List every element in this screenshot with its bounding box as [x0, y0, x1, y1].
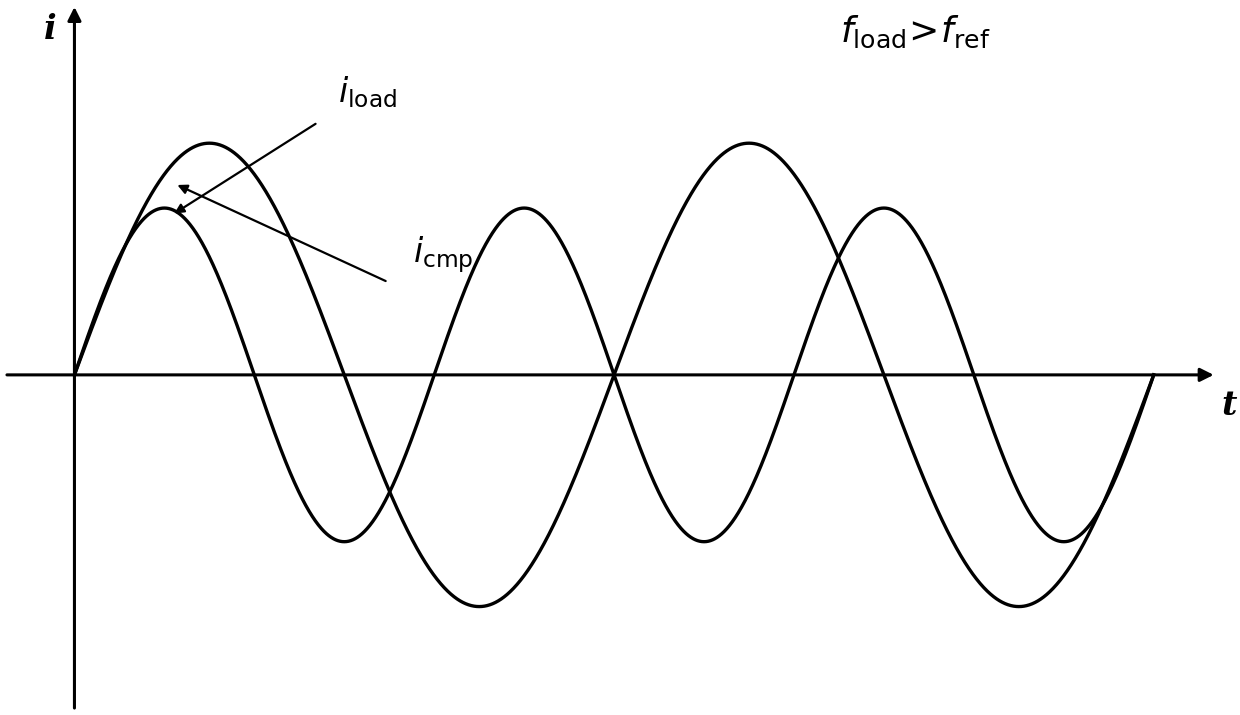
Text: $\mathit{f}_{\mathrm{load}}\!>\!\mathit{f}_{\mathrm{ref}}$: $\mathit{f}_{\mathrm{load}}\!>\!\mathit{…	[839, 14, 991, 50]
Text: i: i	[45, 14, 57, 46]
Text: $\mathit{i}_{\mathrm{cmp}}$: $\mathit{i}_{\mathrm{cmp}}$	[413, 234, 474, 275]
Text: t: t	[1221, 389, 1236, 422]
Text: $\mathit{i}_{\mathrm{load}}$: $\mathit{i}_{\mathrm{load}}$	[339, 74, 397, 110]
